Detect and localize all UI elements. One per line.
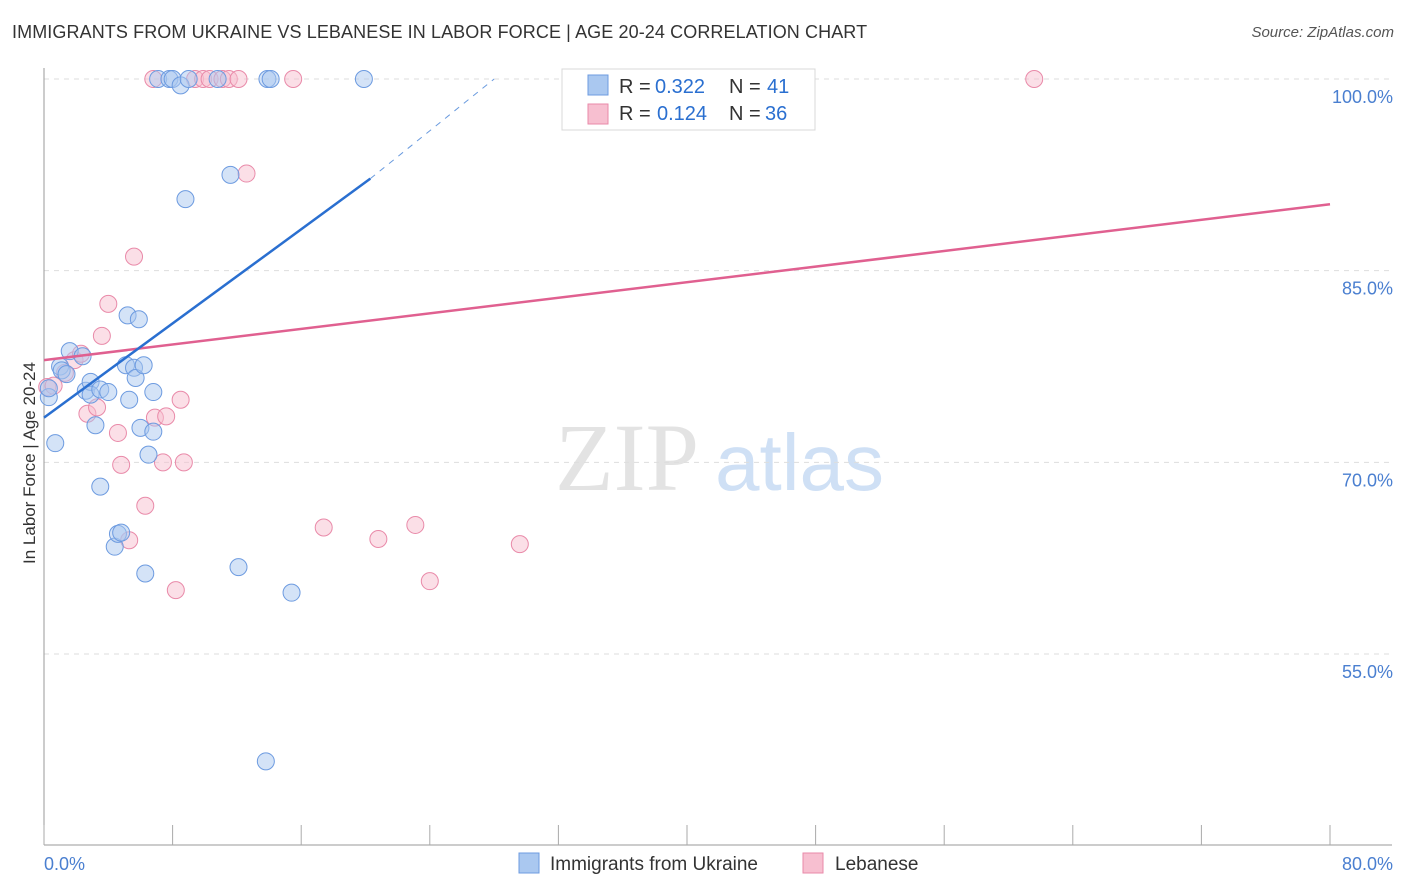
- lebanese-point: [1025, 70, 1044, 88]
- legend-ukraine-r-label: R =: [619, 76, 651, 98]
- lebanese-point: [314, 518, 333, 537]
- lebanese-point: [369, 530, 388, 548]
- ukraine-point: [134, 356, 153, 375]
- y-tick-label-85: 85.0%: [1342, 279, 1393, 299]
- lebanese-point: [112, 455, 131, 474]
- lebanese-point: [406, 515, 425, 534]
- legend-lebanese-r-value: 0.124: [657, 103, 707, 125]
- lebanese-point: [92, 326, 111, 345]
- y-tick-label-55: 55.0%: [1342, 662, 1393, 682]
- ukraine-point: [261, 70, 280, 88]
- lebanese-point: [171, 390, 190, 409]
- lebanese-point: [284, 70, 303, 88]
- source-credit: Source: ZipAtlas.com: [1251, 24, 1394, 41]
- legend-ukraine-n-label: N =: [729, 76, 761, 98]
- y-axis-label: In Labor Force | Age 20-24: [20, 362, 39, 564]
- ukraine-point: [354, 70, 373, 88]
- x-tick-label-max: 80.0%: [1342, 854, 1393, 874]
- ukraine-point: [144, 383, 163, 402]
- ukraine-point: [144, 422, 163, 441]
- lebanese-point: [237, 164, 256, 183]
- series-legend: Immigrants from Ukraine Lebanese: [518, 852, 918, 875]
- lebanese-point: [174, 453, 193, 472]
- ukraine-point: [208, 70, 227, 88]
- lebanese-point: [166, 581, 185, 600]
- lebanese-point: [510, 535, 529, 554]
- bottom-legend-ukraine-swatch: [518, 852, 540, 874]
- ukraine-point: [112, 523, 131, 542]
- watermark-zip: ZIP: [555, 404, 699, 511]
- bottom-legend-lebanese-swatch: [802, 852, 824, 874]
- legend-ukraine-r-value: 0.322: [655, 76, 705, 98]
- ukraine-point: [282, 583, 301, 602]
- legend-ukraine-swatch: [587, 74, 609, 96]
- ukraine-point: [120, 390, 139, 409]
- chart-title: IMMIGRANTS FROM UKRAINE VS LEBANESE IN L…: [12, 22, 868, 42]
- legend-lebanese-swatch: [587, 103, 609, 125]
- lebanese-point: [125, 247, 144, 266]
- watermark: ZIP atlas: [555, 404, 884, 511]
- ukraine-point: [229, 558, 248, 577]
- lebanese-point: [229, 70, 248, 88]
- ukraine-trend-extension: [370, 78, 495, 180]
- y-tick-labels: 55.0% 70.0% 85.0% 100.0%: [1332, 87, 1393, 682]
- trend-lines: [43, 78, 1331, 419]
- ukraine-point: [221, 165, 240, 184]
- ukraine-point: [176, 190, 195, 209]
- legend-lebanese-n-value: 36: [765, 103, 787, 125]
- ukraine-point: [179, 70, 198, 88]
- lebanese-point: [420, 572, 439, 591]
- lebanese-points: [38, 70, 1044, 600]
- y-tick-label-100: 100.0%: [1332, 87, 1393, 107]
- x-tick-labels: 0.0% 80.0%: [44, 854, 1393, 874]
- ukraine-point: [57, 365, 76, 384]
- legend-lebanese-n-label: N =: [729, 103, 761, 125]
- ukraine-point: [91, 477, 110, 496]
- correlation-legend: R = 0.322 N = 41 R = 0.124 N = 36: [561, 68, 816, 131]
- x-tick-label-min: 0.0%: [44, 854, 85, 874]
- ukraine-point: [139, 445, 158, 464]
- ukraine-point: [256, 752, 275, 771]
- lebanese-point: [99, 294, 118, 313]
- lebanese-point: [153, 453, 172, 472]
- lebanese-point: [157, 407, 176, 426]
- y-tick-label-70: 70.0%: [1342, 470, 1393, 490]
- bottom-legend-ukraine-label: Immigrants from Ukraine: [550, 854, 758, 875]
- lebanese-point: [136, 496, 155, 515]
- ukraine-point: [99, 383, 118, 402]
- legend-lebanese-r-label: R =: [619, 103, 651, 125]
- ukraine-point: [46, 434, 65, 453]
- lebanese-point: [108, 423, 127, 442]
- ukraine-point: [126, 369, 145, 387]
- lebanese-trend-line: [43, 202, 1331, 362]
- ukraine-point: [129, 310, 148, 329]
- ukraine-trend-line: [43, 177, 372, 419]
- axes: [43, 68, 1392, 846]
- ukraine-point: [136, 564, 155, 583]
- ukraine-point: [39, 379, 58, 398]
- ukraine-points: [39, 70, 373, 771]
- legend-ukraine-n-value: 41: [767, 76, 789, 98]
- bottom-legend-lebanese-label: Lebanese: [835, 854, 918, 875]
- ukraine-point: [86, 416, 105, 435]
